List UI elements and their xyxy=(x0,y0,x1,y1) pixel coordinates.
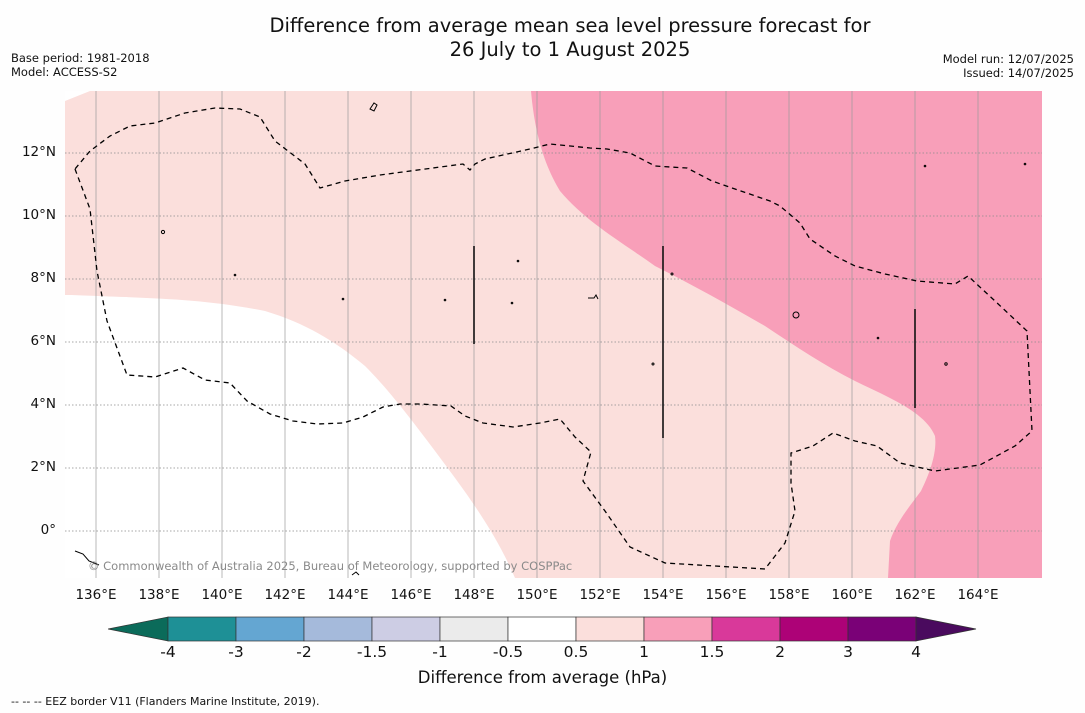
colorbar-tick: -4 xyxy=(160,643,176,661)
lat-label-2n: 2°N xyxy=(30,459,56,475)
lon-label-138e: 138°E xyxy=(138,587,180,603)
eez-border-palau-fsm xyxy=(74,107,1033,570)
colorbar-cell xyxy=(643,616,713,642)
pressure-anomaly-map xyxy=(65,91,1042,578)
eez-legend-footnote: -- -- -- EEZ border V11 (Flanders Marine… xyxy=(11,695,320,708)
longitude-gridlines xyxy=(95,91,979,578)
lon-label-148e: 148°E xyxy=(453,587,495,603)
lon-label-142e: 142°E xyxy=(264,587,306,603)
lat-label-10n: 10°N xyxy=(21,207,56,223)
issued-date: Issued: 14/07/2025 xyxy=(963,66,1074,80)
colorbar-tick: -1.5 xyxy=(356,643,388,661)
colorbar-cell xyxy=(235,616,305,642)
meta-left: Base period: 1981-2018 Model: ACCESS-S2 xyxy=(11,51,150,79)
lon-label-140e: 140°E xyxy=(201,587,243,603)
island-coastlines xyxy=(74,102,1027,576)
title-line-2: 26 July to 1 August 2025 xyxy=(449,38,691,61)
lon-label-136e: 136°E xyxy=(75,587,117,603)
anomaly-region-1-to-1.5 xyxy=(531,91,1042,578)
lon-label-154e: 154°E xyxy=(642,587,684,603)
colorbar-cells xyxy=(167,616,917,642)
map-panel[interactable] xyxy=(65,91,1042,578)
lon-label-150e: 150°E xyxy=(516,587,558,603)
map-title: Difference from average mean sea level p… xyxy=(0,14,1085,62)
lon-label-160e: 160°E xyxy=(831,587,873,603)
colorbar-tick: 1.5 xyxy=(699,643,725,661)
colorbar-cell xyxy=(711,616,781,642)
colorbar-over-arrow xyxy=(915,616,977,642)
colorbar-cell xyxy=(575,616,645,642)
lat-label-0: 0° xyxy=(40,522,56,538)
colorbar-tick: -0.5 xyxy=(492,643,524,661)
colorbar-tick: 1 xyxy=(639,643,649,661)
colorbar-tick: -2 xyxy=(296,643,312,661)
lat-label-8n: 8°N xyxy=(30,270,56,286)
lon-label-164e: 164°E xyxy=(957,587,999,603)
colorbar-cell xyxy=(303,616,373,642)
base-period: Base period: 1981-2018 xyxy=(11,51,150,65)
colorbar-tick: 4 xyxy=(911,643,921,661)
lat-label-6n: 6°N xyxy=(30,333,56,349)
lon-label-152e: 152°E xyxy=(579,587,621,603)
model-run: Model run: 12/07/2025 xyxy=(942,52,1074,66)
lat-label-12n: 12°N xyxy=(21,144,56,160)
lon-label-156e: 156°E xyxy=(705,587,747,603)
colorbar-tick: -1 xyxy=(432,643,448,661)
colorbar-tick: -3 xyxy=(228,643,244,661)
colorbar-cell xyxy=(779,616,849,642)
colorbar-cell xyxy=(507,616,577,642)
lon-label-162e: 162°E xyxy=(894,587,936,603)
title-line-1: Difference from average mean sea level p… xyxy=(269,14,871,37)
lat-label-4n: 4°N xyxy=(30,396,56,412)
meta-right: Model run: 12/07/2025 Issued: 14/07/2025 xyxy=(943,52,1074,80)
colorbar-cell xyxy=(167,616,237,642)
colorbar-tick: 0.5 xyxy=(563,643,589,661)
colorbar-cell xyxy=(439,616,509,642)
colorbar-tick: 3 xyxy=(843,643,853,661)
colorbar-cell xyxy=(371,616,441,642)
lon-label-146e: 146°E xyxy=(390,587,432,603)
colorbar-tick: 2 xyxy=(775,643,785,661)
colorbar-cell xyxy=(847,616,917,642)
colorbar-under-arrow xyxy=(108,616,169,642)
model-name: Model: ACCESS-S2 xyxy=(11,65,118,79)
colorbar-label: Difference from average (hPa) xyxy=(417,668,668,687)
colorbar xyxy=(108,616,977,642)
lon-label-158e: 158°E xyxy=(768,587,810,603)
copyright-notice: © Commonwealth of Australia 2025, Bureau… xyxy=(88,559,573,573)
lon-label-144e: 144°E xyxy=(327,587,369,603)
